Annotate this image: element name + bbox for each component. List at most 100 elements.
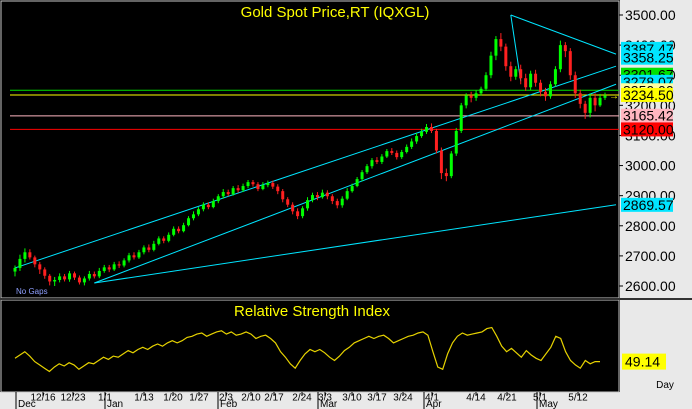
candle: [350, 183, 354, 193]
candle: [425, 124, 429, 134]
candle: [167, 232, 171, 243]
period-label[interactable]: Day: [656, 380, 674, 391]
candle: [266, 180, 270, 188]
date-axis-panel: [0, 392, 692, 409]
candle: [568, 48, 572, 80]
candle: [122, 258, 126, 268]
candle: [112, 261, 116, 271]
candle: [464, 93, 468, 109]
candle: [226, 189, 230, 197]
candle: [320, 189, 324, 199]
candle: [583, 100, 587, 119]
y-tick-label: 2600.00: [625, 278, 676, 294]
candle: [504, 43, 508, 71]
candle: [385, 148, 389, 159]
rsi-value-label: 49.14: [625, 354, 660, 370]
trend-line[interactable]: [510, 14, 617, 55]
x-tick-label: 2/10: [241, 393, 261, 404]
candle: [28, 249, 32, 260]
candle: [405, 144, 409, 154]
candle: [390, 148, 394, 156]
candle: [68, 270, 72, 282]
x-tick-label: 3/10: [342, 393, 362, 404]
candle: [514, 66, 518, 80]
candle: [375, 157, 379, 165]
candle: [107, 264, 111, 273]
candle: [315, 192, 319, 201]
candle: [558, 40, 562, 73]
candle: [182, 222, 186, 233]
candle: [157, 236, 161, 246]
candle: [494, 36, 498, 61]
candle: [191, 211, 195, 221]
rsi-chart-title: Relative Strength Index: [234, 303, 390, 320]
candle: [479, 86, 483, 96]
candle: [97, 267, 101, 279]
x-tick-label: 12/23: [60, 393, 85, 404]
x-tick-label: 1/20: [163, 393, 183, 404]
candle: [499, 33, 503, 52]
y-tick-label: 3000.00: [625, 158, 676, 174]
candle: [449, 151, 453, 179]
price-tag-label: 3120.00: [623, 121, 674, 137]
candle: [544, 87, 548, 101]
x-tick-label: 12/16: [30, 393, 55, 404]
trend-line[interactable]: [94, 204, 617, 284]
candle: [246, 180, 250, 189]
candle: [296, 208, 300, 220]
candle: [87, 270, 91, 281]
candle: [360, 170, 364, 182]
candle: [221, 189, 225, 199]
candle: [33, 255, 37, 268]
candle: [172, 226, 176, 237]
x-tick-label: 1/27: [189, 393, 209, 404]
candle: [415, 133, 419, 144]
candle: [380, 154, 384, 165]
candle: [539, 79, 543, 97]
trend-line[interactable]: [14, 65, 617, 269]
candle: [509, 61, 513, 82]
no-gaps-note: No Gaps: [16, 287, 48, 296]
candle: [53, 276, 57, 286]
candle: [578, 89, 582, 109]
candle: [177, 226, 181, 234]
candle: [553, 66, 557, 87]
price-chart-title: Gold Spot Price,RT (IQXGL): [241, 4, 430, 21]
y-tick-label: 3500.00: [625, 7, 676, 23]
candle: [310, 192, 314, 203]
candle: [588, 93, 592, 118]
x-tick-label: 5/12: [568, 393, 588, 404]
trend-line[interactable]: [510, 14, 522, 82]
candle: [48, 273, 52, 286]
candle: [598, 93, 602, 107]
candle: [474, 90, 478, 101]
candle: [454, 127, 458, 156]
candle: [201, 202, 205, 212]
candle: [370, 158, 374, 169]
month-label: Apr: [426, 399, 442, 409]
candle: [563, 42, 567, 58]
candle: [330, 194, 334, 205]
month-label: May: [539, 399, 558, 409]
rsi-value-tag: [622, 353, 666, 370]
candle: [489, 51, 493, 79]
price-tag-label: 2869.57: [623, 197, 674, 213]
trend-line[interactable]: [94, 83, 617, 284]
price-tag-label: 3165.42: [623, 108, 674, 124]
candle: [459, 102, 463, 134]
y-tick-label: 2700.00: [625, 248, 676, 264]
candle: [127, 252, 131, 263]
candle: [439, 147, 443, 180]
candle: [162, 236, 166, 244]
candle: [484, 72, 488, 91]
price-tag: [621, 87, 673, 102]
x-tick-label: 1/13: [134, 393, 154, 404]
candle: [18, 254, 22, 271]
candle: [355, 176, 359, 188]
price-tag: [621, 108, 673, 123]
x-tick-label: 3/3: [318, 393, 332, 404]
candle: [325, 190, 329, 200]
candle: [251, 180, 255, 187]
